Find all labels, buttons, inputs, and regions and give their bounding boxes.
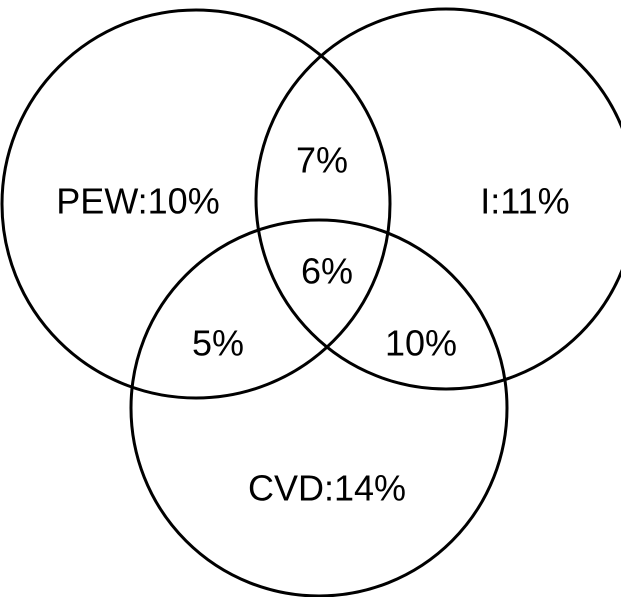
intersection-label: 6%	[301, 251, 353, 292]
set-label: CVD:14%	[248, 468, 406, 509]
set-label: I:11%	[480, 181, 569, 222]
intersection-label: 5%	[192, 323, 244, 364]
set-circle	[254, 7, 621, 391]
intersection-label: 7%	[296, 140, 348, 181]
set-circle	[0, 8, 392, 400]
set-circle	[129, 218, 509, 597]
set-label: PEW:10%	[56, 181, 219, 222]
intersection-label: 10%	[385, 323, 457, 364]
